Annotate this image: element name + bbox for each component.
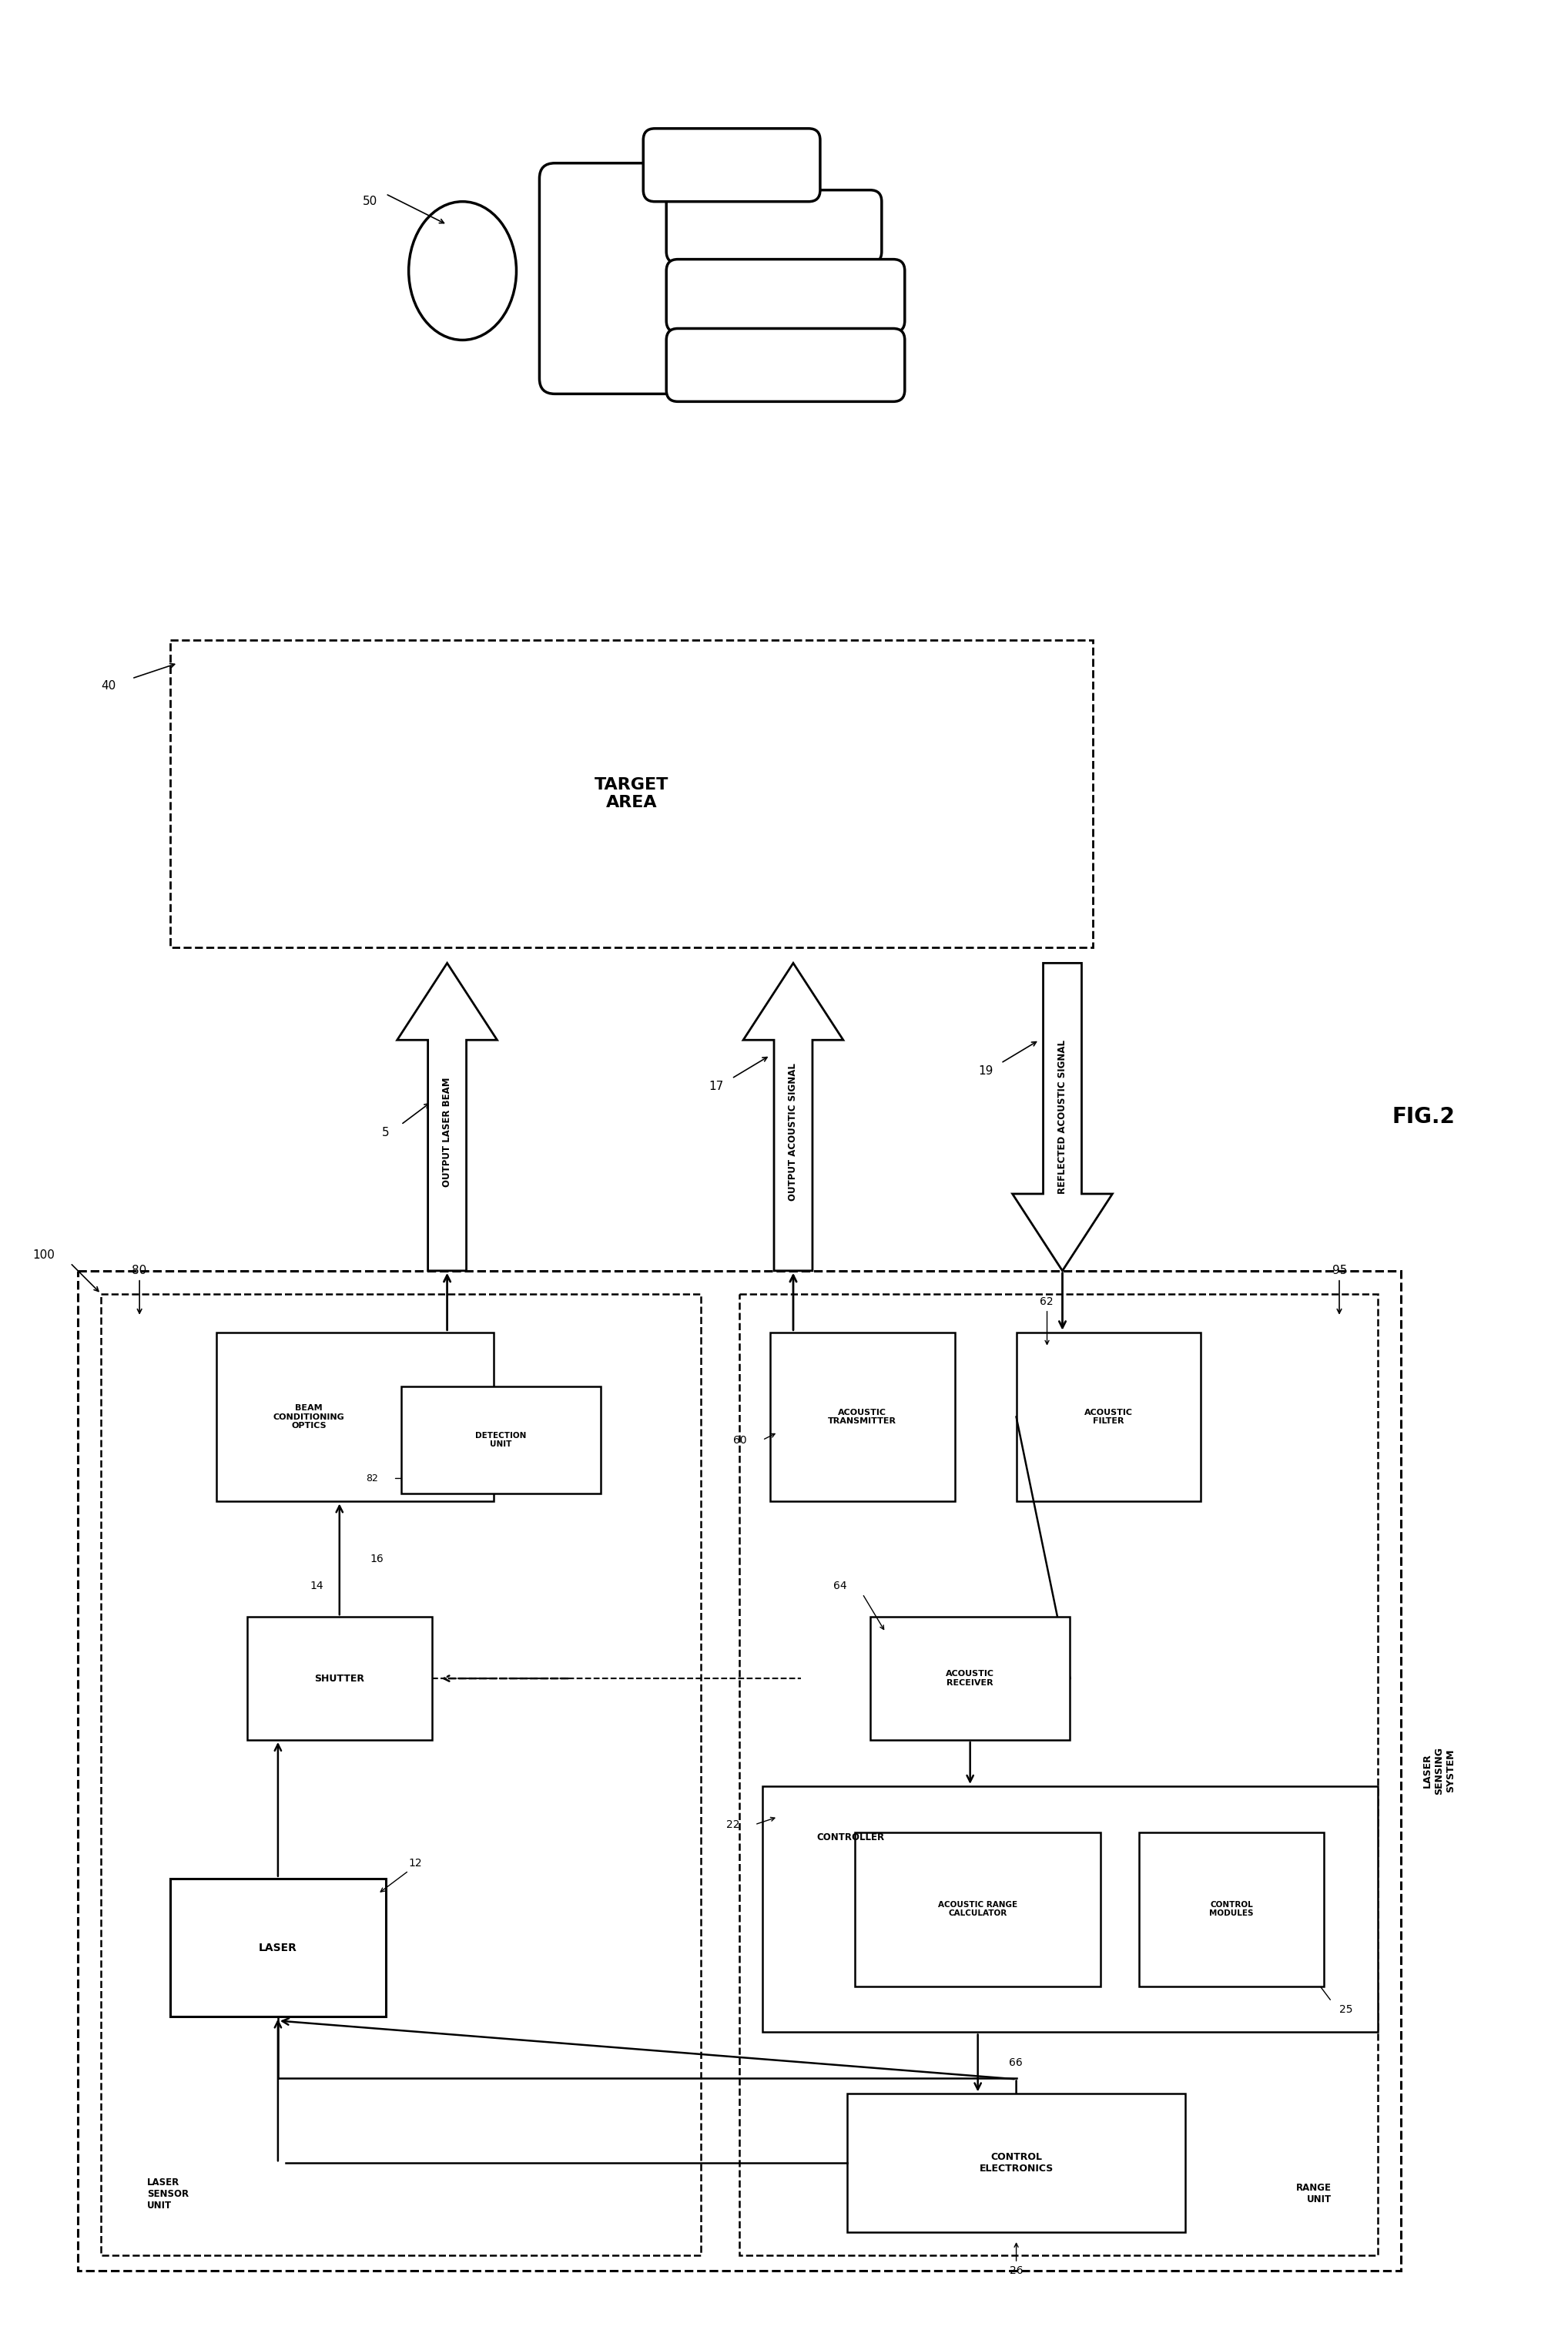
Bar [870, 1617, 1069, 1741]
Text: RANGE
UNIT: RANGE UNIT [1297, 2183, 1331, 2204]
Text: CONTROLLER: CONTROLLER [817, 1831, 884, 1843]
Text: LASER
SENSING
SYSTEM: LASER SENSING SYSTEM [1422, 1748, 1455, 1794]
Bar [1016, 1333, 1201, 1501]
Text: 16: 16 [370, 1554, 384, 1566]
Text: CONTROL
MODULES: CONTROL MODULES [1209, 1901, 1254, 1918]
Text: DETECTION
UNIT: DETECTION UNIT [475, 1431, 527, 1449]
Text: CONTROL
ELECTRONICS: CONTROL ELECTRONICS [978, 2153, 1054, 2174]
Bar [216, 1333, 494, 1501]
Polygon shape [397, 962, 497, 1270]
Bar [740, 1293, 1378, 2255]
Text: ACOUSTIC
RECEIVER: ACOUSTIC RECEIVER [946, 1671, 994, 1687]
Text: LASER: LASER [259, 1943, 298, 1953]
Text: 22: 22 [726, 1820, 740, 1829]
Bar [762, 1787, 1378, 2032]
Bar [855, 1831, 1101, 1985]
Text: ACOUSTIC
FILTER: ACOUSTIC FILTER [1085, 1410, 1132, 1426]
Text: 19: 19 [978, 1065, 993, 1076]
Text: 60: 60 [734, 1435, 746, 1445]
Text: 25: 25 [1339, 2004, 1353, 2015]
Bar [78, 1270, 1400, 2272]
Text: 95: 95 [1333, 1265, 1347, 1277]
FancyBboxPatch shape [539, 163, 693, 394]
Text: 100: 100 [33, 1249, 55, 1261]
Bar [401, 1386, 601, 1494]
Text: 50: 50 [362, 196, 378, 207]
Text: OUTPUT LASER BEAM: OUTPUT LASER BEAM [442, 1076, 452, 1188]
Bar [847, 2095, 1185, 2232]
Text: 62: 62 [1040, 1295, 1052, 1307]
Text: TARGET
AREA: TARGET AREA [594, 778, 670, 811]
Text: 66: 66 [1008, 2057, 1022, 2069]
Bar [171, 641, 1093, 948]
Polygon shape [1013, 962, 1112, 1270]
Text: ACOUSTIC RANGE
CALCULATOR: ACOUSTIC RANGE CALCULATOR [938, 1901, 1018, 1918]
Text: ACOUSTIC
TRANSMITTER: ACOUSTIC TRANSMITTER [828, 1410, 897, 1426]
Text: REFLECTED ACOUSTIC SIGNAL: REFLECTED ACOUSTIC SIGNAL [1057, 1039, 1068, 1193]
Text: 82: 82 [365, 1473, 378, 1484]
Text: 5: 5 [383, 1125, 389, 1137]
Text: 80: 80 [132, 1265, 147, 1277]
Text: 12: 12 [409, 1857, 422, 1869]
FancyBboxPatch shape [666, 329, 905, 401]
FancyBboxPatch shape [666, 191, 881, 263]
Bar [171, 1878, 386, 2018]
Text: 14: 14 [309, 1580, 323, 1591]
Bar [248, 1617, 431, 1741]
Text: SHUTTER: SHUTTER [315, 1673, 364, 1685]
FancyBboxPatch shape [643, 128, 820, 203]
Bar [100, 1293, 701, 2255]
Text: 40: 40 [102, 680, 116, 692]
FancyBboxPatch shape [666, 259, 905, 333]
Text: LASER
SENSOR
UNIT: LASER SENSOR UNIT [147, 2176, 188, 2211]
Text: OUTPUT ACOUSTIC SIGNAL: OUTPUT ACOUSTIC SIGNAL [789, 1062, 798, 1202]
Text: 64: 64 [834, 1580, 847, 1591]
Text: FIG.2: FIG.2 [1392, 1107, 1455, 1128]
Polygon shape [743, 962, 844, 1270]
Text: 26: 26 [1010, 2265, 1022, 2276]
Text: 17: 17 [709, 1081, 724, 1093]
Bar [770, 1333, 955, 1501]
Bar [1140, 1831, 1323, 1985]
Text: BEAM
CONDITIONING
OPTICS: BEAM CONDITIONING OPTICS [273, 1405, 345, 1431]
